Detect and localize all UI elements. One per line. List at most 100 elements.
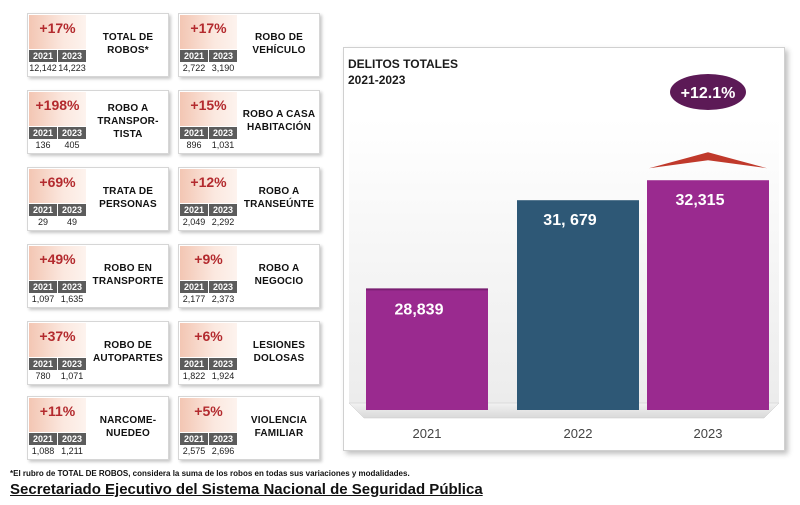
percent-change: +11% xyxy=(39,403,76,419)
value-2023: 14,223 xyxy=(58,63,86,73)
year-2023-label: 2023 xyxy=(209,433,237,445)
crime-label: VIOLENCIA FAMILIAR xyxy=(250,415,308,439)
bar-2023 xyxy=(647,180,769,410)
crime-card: +6% 2021 2023 1,822 1,924 LESIONES DOLOSAS xyxy=(178,321,320,385)
crime-label: ROBO DE AUTOPARTES xyxy=(93,340,163,364)
year-2021-label: 2021 xyxy=(180,127,208,139)
crime-label: ROBO A TRANSEÚNTE xyxy=(243,186,315,210)
crime-card: +17% 2021 2023 2,722 3,190 ROBO DE VEHÍCULO xyxy=(178,13,320,77)
bar-value-label: 28,839 xyxy=(395,301,444,318)
year-2021-label: 2021 xyxy=(29,433,57,445)
year-2021-label: 2021 xyxy=(29,358,57,370)
year-2023-label: 2023 xyxy=(209,204,237,216)
crime-card: +17% 2021 2023 12,142 14,223 TOTAL DE ROBOS* xyxy=(27,13,169,77)
value-2023: 2,292 xyxy=(211,217,235,227)
percent-change: +17% xyxy=(190,20,227,36)
value-2021: 2,722 xyxy=(182,63,206,73)
percent-change: +198% xyxy=(35,97,80,113)
crime-label: TRATA DE PERSONAS xyxy=(99,186,157,210)
source-title: Secretariado Ejecutivo del Sistema Nacio… xyxy=(10,481,483,498)
percent-change: +37% xyxy=(39,328,76,344)
percent-badge: +5% xyxy=(180,398,237,432)
year-2023-label: 2023 xyxy=(209,281,237,293)
year-2023-label: 2023 xyxy=(209,358,237,370)
percent-change: +15% xyxy=(190,97,227,113)
bar-chart: 28,839 2021 31, 679 2022 32,315 2023 +12.1% xyxy=(348,74,780,441)
year-2021-label: 2021 xyxy=(29,127,57,139)
x-tick-label: 2022 xyxy=(564,426,593,441)
value-2021: 896 xyxy=(186,140,202,150)
value-2021: 1,822 xyxy=(182,371,206,381)
year-2021-label: 2021 xyxy=(180,433,208,445)
percent-badge: +69% xyxy=(29,169,86,203)
year-2021-label: 2021 xyxy=(29,281,57,293)
percent-badge: +17% xyxy=(180,15,237,49)
bar-2022 xyxy=(517,200,639,410)
percent-change: +9% xyxy=(194,251,223,267)
value-2023: 405 xyxy=(64,140,80,150)
percent-badge: +17% xyxy=(29,15,86,49)
crime-label: TOTAL DE ROBOS* xyxy=(102,32,154,56)
percent-badge: +6% xyxy=(180,323,237,357)
year-2023-label: 2023 xyxy=(209,127,237,139)
crime-card: +5% 2021 2023 2,575 2,696 VIOLENCIA FAMILIAR xyxy=(178,396,320,460)
percent-badge: +11% xyxy=(29,398,86,432)
footnote: *El rubro de TOTAL DE ROBOS, considera l… xyxy=(10,469,410,478)
bar-2021 xyxy=(366,289,488,410)
crime-card: +198% 2021 2023 136 405 ROBO A TRANSPOR- TIST… xyxy=(27,90,169,154)
percent-badge: +15% xyxy=(180,92,237,126)
change-label: +12.1% xyxy=(681,85,736,102)
year-2021-label: 2021 xyxy=(180,204,208,216)
year-2021-label: 2021 xyxy=(180,358,208,370)
year-2021-label: 2021 xyxy=(29,50,57,62)
crime-label: NARCOME- NUEDEO xyxy=(99,415,157,439)
value-2023: 49 xyxy=(66,217,77,227)
crime-label: ROBO A NEGOCIO xyxy=(254,263,304,287)
crime-label: ROBO DE VEHÍCULO xyxy=(252,32,306,56)
year-2021-label: 2021 xyxy=(180,50,208,62)
crime-card: +69% 2021 2023 29 49 TRATA DE PERSONAS xyxy=(27,167,169,231)
value-2021: 2,575 xyxy=(182,446,206,456)
year-2023-label: 2023 xyxy=(58,358,86,370)
year-2023-label: 2023 xyxy=(58,50,86,62)
year-2023-label: 2023 xyxy=(209,50,237,62)
crime-label: ROBO A TRANSPOR- TISTA xyxy=(97,102,159,140)
x-tick-label: 2023 xyxy=(694,426,723,441)
year-2021-label: 2021 xyxy=(180,281,208,293)
percent-change: +5% xyxy=(194,403,223,419)
value-2023: 1,635 xyxy=(60,294,84,304)
bar-value-label: 32,315 xyxy=(676,192,725,209)
crime-label: ROBO EN TRANSPORTE xyxy=(92,263,164,287)
chart-panel: DELITOS TOTALES 2021-2023 28,839 2021 31, … xyxy=(343,47,785,451)
value-2021: 12,142 xyxy=(29,63,57,73)
value-2023: 1,071 xyxy=(60,371,84,381)
change-badge xyxy=(670,74,746,110)
crime-card: +49% 2021 2023 1,097 1,635 ROBO EN TRANSPORTE xyxy=(27,244,169,308)
bar-value-label: 31, 679 xyxy=(543,212,596,229)
x-tick-label: 2021 xyxy=(413,426,442,441)
crime-card: +37% 2021 2023 780 1,071 ROBO DE AUTOPARTES xyxy=(27,321,169,385)
value-2023: 3,190 xyxy=(211,63,235,73)
value-2023: 1,924 xyxy=(211,371,235,381)
percent-badge: +9% xyxy=(180,246,237,280)
value-2021: 780 xyxy=(35,371,51,381)
percent-change: +6% xyxy=(194,328,223,344)
value-2021: 1,097 xyxy=(31,294,55,304)
value-2021: 136 xyxy=(35,140,51,150)
change-arrow xyxy=(649,152,767,169)
value-2021: 2,177 xyxy=(182,294,206,304)
percent-change: +12% xyxy=(190,174,227,190)
value-2021: 29 xyxy=(37,217,48,227)
year-2023-label: 2023 xyxy=(58,433,86,445)
year-2021-label: 2021 xyxy=(29,204,57,216)
crime-label: ROBO A CASA HABITACIÓN xyxy=(242,109,316,133)
percent-change: +17% xyxy=(39,20,76,36)
value-2021: 1,088 xyxy=(31,446,55,456)
crime-card: +15% 2021 2023 896 1,031 ROBO A CASA HABITACI… xyxy=(178,90,320,154)
crime-label: LESIONES DOLOSAS xyxy=(252,340,306,364)
percent-badge: +37% xyxy=(29,323,86,357)
percent-badge: +49% xyxy=(29,246,86,280)
crime-card: +9% 2021 2023 2,177 2,373 ROBO A NEGOCIO xyxy=(178,244,320,308)
value-2023: 2,373 xyxy=(211,294,235,304)
percent-badge: +12% xyxy=(180,169,237,203)
